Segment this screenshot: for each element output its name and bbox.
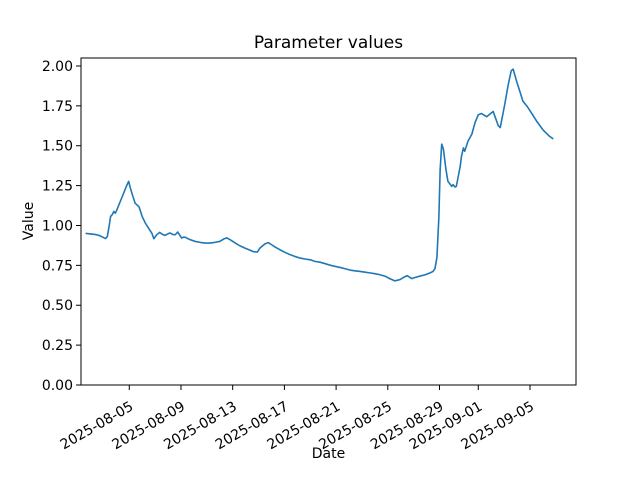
x-axis-label: Date: [311, 446, 346, 462]
y-tick-label: 1.25: [42, 179, 73, 195]
axes-border: [80, 57, 577, 386]
series-line: [85, 68, 554, 282]
y-tick-label: 0.25: [42, 338, 73, 354]
y-tick-label: 0.00: [42, 378, 73, 394]
y-tick-label: 1.75: [42, 99, 73, 115]
y-tick-label: 1.50: [42, 139, 73, 155]
y-tick-label: 0.75: [42, 258, 73, 274]
chart-title: Parameter values: [253, 33, 404, 53]
y-tick-label: 2.00: [42, 59, 73, 75]
y-tick-label: 1.00: [42, 218, 73, 234]
y-tick-label: 0.50: [42, 298, 73, 314]
